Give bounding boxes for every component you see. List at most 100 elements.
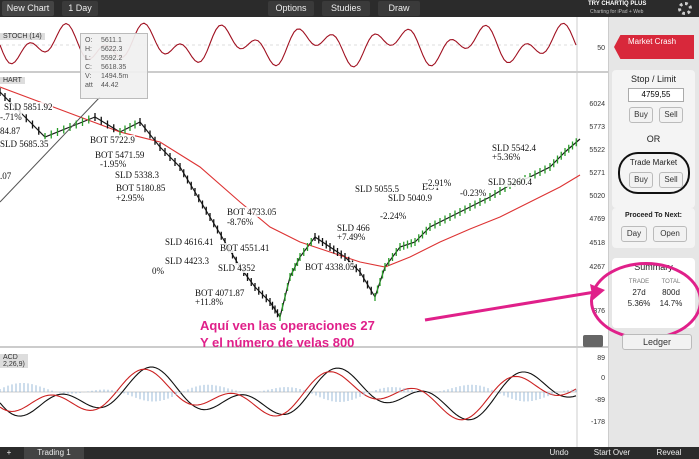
- tooltip-value: 5592.2: [101, 55, 123, 62]
- tooltip: O: 5611.1 H: 5622.3 L: 5592.2 C: 5618.35 V: 1494.…: [80, 33, 148, 99]
- trade-label: SLD 4352: [218, 263, 256, 273]
- trade-label: SLD 5685.35: [0, 139, 49, 149]
- tooltip-key: L:: [85, 55, 91, 62]
- macd-axis-label: -178: [590, 419, 605, 426]
- macd-axis-label: 89: [597, 355, 605, 362]
- trend-line: [0, 96, 101, 203]
- market-crash-tab: Market Crash: [614, 35, 694, 59]
- trade-market-title: Trade Market: [629, 158, 678, 167]
- trade-label: .07: [0, 171, 12, 181]
- promo[interactable]: TRY CHARTIQ PLUS: [588, 1, 647, 7]
- tooltip-value: 5611.1: [101, 37, 122, 44]
- macd-params: 2,26,9): [3, 361, 25, 368]
- tooltip-value: 5622.3: [101, 46, 123, 53]
- proceed-title: Proceed To Next:: [624, 212, 683, 219]
- trade-label: -2.91%: [425, 178, 452, 188]
- trade-label: -2.24%: [380, 211, 407, 221]
- trade-label: BOT 4338.05: [305, 262, 355, 272]
- buy-button[interactable]: Buy: [629, 107, 653, 123]
- y-axis-label: 6024: [589, 101, 605, 108]
- stoch-axis-label: 50: [597, 45, 605, 52]
- menu-button[interactable]: Draw: [378, 1, 420, 16]
- trade-label: SLD 5542.4: [492, 143, 537, 153]
- annotation-line: Y el número de velas 800: [200, 335, 355, 350]
- y-axis-label: 5020: [589, 193, 605, 200]
- trade-label: BOT 4071.87: [195, 288, 245, 298]
- menu-button[interactable]: Studies: [322, 1, 370, 16]
- macd-axis-label: 0: [601, 375, 605, 382]
- y-axis-label: 5773: [589, 124, 605, 131]
- trade-label: -0.23%: [460, 188, 487, 198]
- trade-label: SLD 5338.3: [115, 170, 160, 180]
- y-axis-label: 4518: [589, 240, 605, 247]
- y-axis-label: 4267: [589, 264, 605, 271]
- trade-label: SLD 5040.9: [388, 193, 433, 203]
- trade-label: SLD 5260.4: [488, 177, 533, 187]
- sell-button[interactable]: Sell: [659, 172, 683, 188]
- tooltip-row: L: 5592.2: [85, 54, 143, 63]
- tooltip-value: 5618.35: [101, 64, 127, 71]
- trade-label: 84.87: [0, 126, 21, 136]
- tooltip-value: 1494.5m: [101, 73, 129, 80]
- tooltip-key: V:: [85, 73, 92, 80]
- tooltip-key: C:: [85, 64, 92, 71]
- new-chart-button[interactable]: New Chart: [2, 1, 54, 16]
- trade-label: BOT 5180.85: [116, 183, 166, 193]
- limit-input[interactable]: 4759,55: [628, 88, 684, 102]
- day-button[interactable]: Day: [621, 226, 647, 242]
- tooltip-row: H: 5622.3: [85, 45, 143, 54]
- macd-axis-label: -89: [594, 397, 605, 404]
- buy-button[interactable]: Buy: [629, 172, 653, 188]
- annotation-line: Aquí ven las operaciones 27: [200, 318, 375, 333]
- chart-label: HART: [0, 77, 25, 84]
- trade-label: +7.49%: [337, 232, 366, 242]
- trade-label: +5.36%: [492, 152, 521, 162]
- trade-label: 0%: [152, 266, 164, 276]
- oscillator-line: [0, 366, 577, 421]
- stop-limit-title: Stop / Limit: [630, 74, 677, 84]
- highlight-circle: [618, 152, 690, 194]
- sell-button[interactable]: Sell: [659, 107, 683, 123]
- trade-label: SLD 4423.3: [165, 256, 210, 266]
- tooltip-key: att: [85, 82, 93, 89]
- add-tab[interactable]: +: [6, 448, 12, 457]
- macd-label: ACD 2,26,9): [0, 354, 28, 368]
- trade-label: -.71%: [0, 112, 22, 122]
- trade-label: SLD 5055.5: [355, 184, 400, 194]
- trade-label: +11.8%: [195, 297, 223, 307]
- scroll-button[interactable]: [583, 335, 603, 347]
- trade-label: BOT 5471.59: [95, 150, 145, 160]
- bottom-bar: [0, 447, 699, 459]
- start-over-button[interactable]: Start Over: [593, 448, 631, 457]
- y-axis-label: 5271: [589, 170, 605, 177]
- open-button[interactable]: Open: [653, 226, 687, 242]
- trade-label: BOT 5722.9: [90, 135, 135, 145]
- stoch-label: STOCH (14): [0, 33, 45, 40]
- undo-button[interactable]: Undo: [549, 448, 569, 457]
- tooltip-row: V: 1494.5m: [85, 72, 143, 81]
- oscillator-line: [0, 368, 577, 421]
- trade-label: BOT 4733.05: [227, 207, 277, 217]
- trade-label: SLD 466: [337, 223, 370, 233]
- trade-label: -8.76%: [227, 217, 254, 227]
- annotation: Aquí ven las operaciones 27 Y el número d…: [200, 317, 375, 351]
- trade-label: +2.95%: [116, 193, 145, 203]
- y-axis-label: 5522: [589, 147, 605, 154]
- tooltip-row: C: 5618.35: [85, 63, 143, 72]
- tooltip-value: 44.42: [101, 82, 119, 89]
- or-label: OR: [646, 134, 661, 144]
- tooltip-row: O: 5611.1: [85, 36, 143, 45]
- macd-name: ACD: [3, 354, 18, 361]
- ledger-button[interactable]: Ledger: [622, 334, 692, 350]
- trade-label: -1.95%: [100, 159, 127, 169]
- interval-select[interactable]: 1 Day: [62, 1, 98, 16]
- tooltip-row: att 44.42: [85, 81, 143, 90]
- settings-icon[interactable]: [678, 2, 692, 15]
- trade-label: SLD 4616.41: [165, 237, 214, 247]
- menu-button[interactable]: Options: [268, 1, 314, 16]
- tooltip-key: H:: [85, 46, 92, 53]
- trade-label: BOT 4551.41: [220, 243, 270, 253]
- tab[interactable]: Trading 1: [24, 447, 84, 459]
- reveal-button[interactable]: Reveal: [656, 448, 682, 457]
